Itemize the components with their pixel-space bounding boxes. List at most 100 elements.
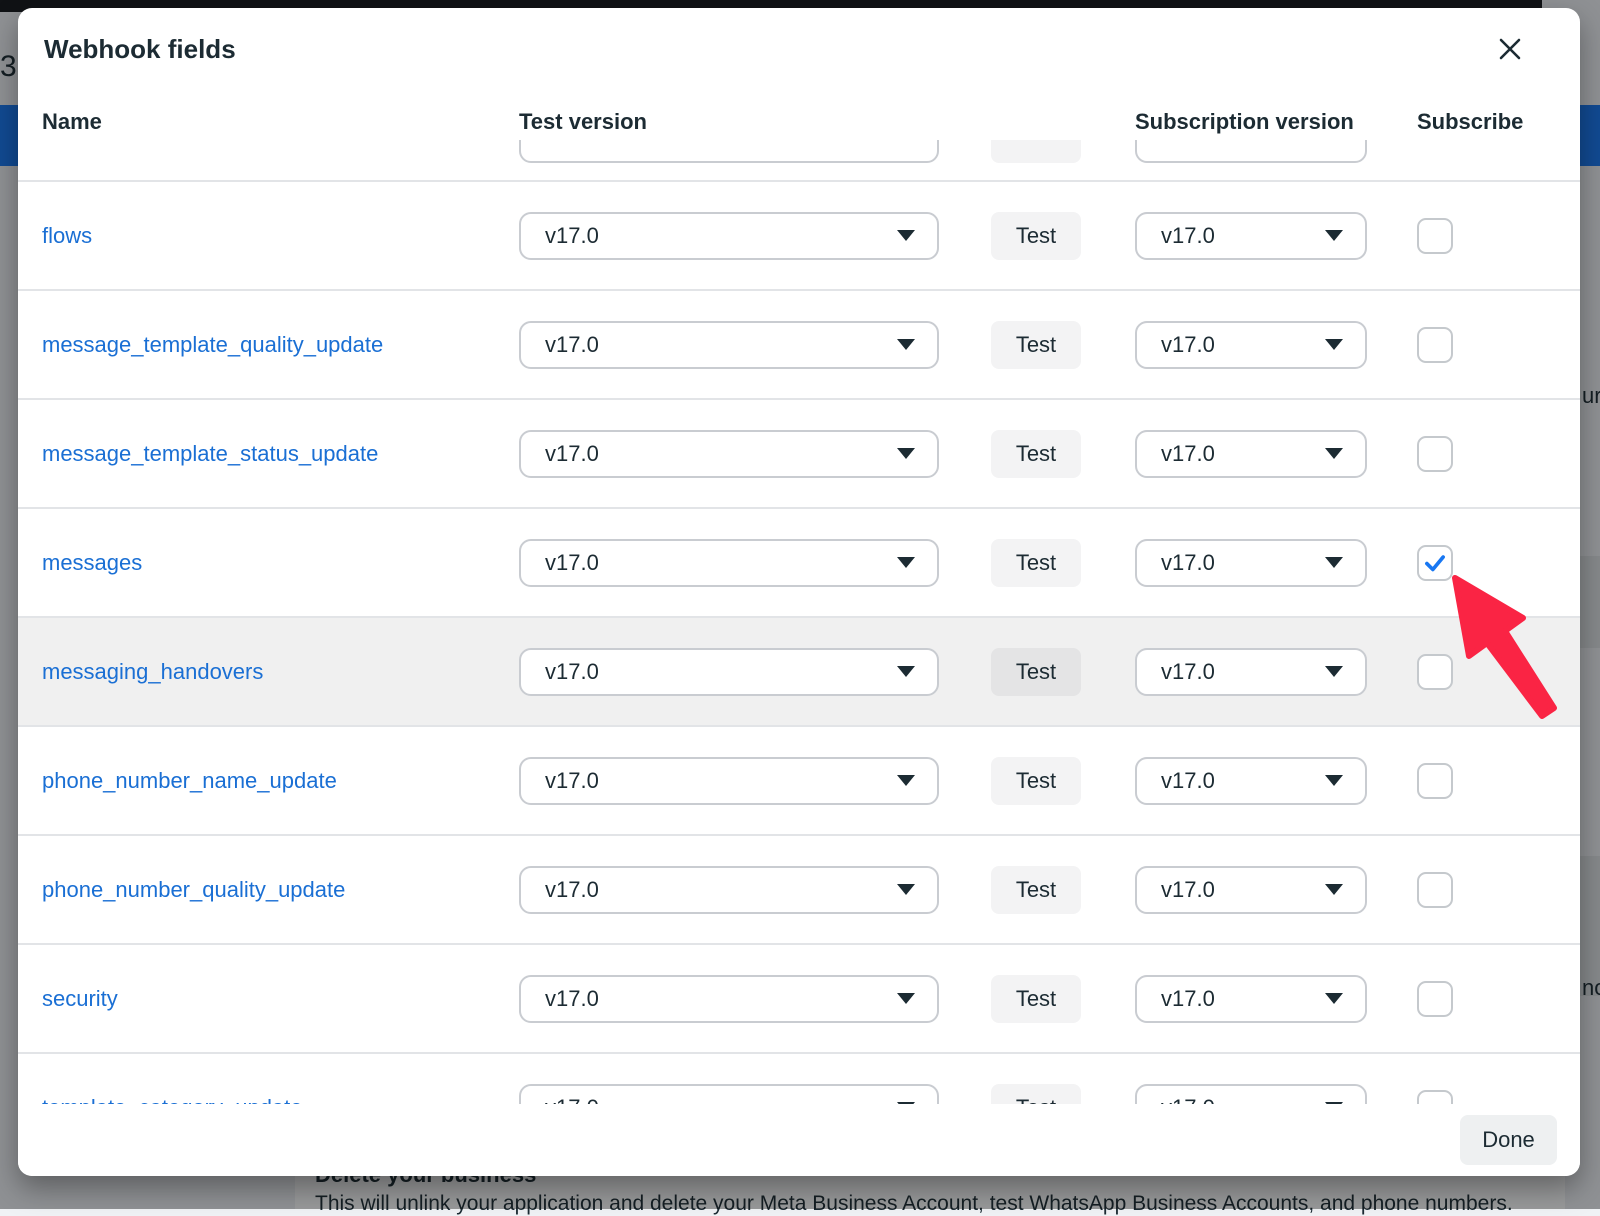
table-row: security v17.0 Test v17.0 — [18, 945, 1580, 1054]
table-row: messages v17.0 Test v17.0 — [18, 509, 1580, 618]
subscription-version-value: v17.0 — [1161, 658, 1215, 684]
field-name-link[interactable]: message_template_status_update — [42, 440, 379, 466]
subscription-version-dropdown[interactable]: v17.0 — [1135, 538, 1367, 587]
subscribe-checkbox[interactable] — [1417, 435, 1453, 472]
subscription-version-value: v17.0 — [1161, 1095, 1215, 1105]
column-header-name: Name — [42, 109, 102, 134]
field-name-link[interactable]: phone_number_name_update — [42, 767, 337, 793]
done-button[interactable]: Done — [1460, 1115, 1557, 1165]
table-row: phone_number_quality_update v17.0 Test v… — [18, 836, 1580, 945]
chevron-down-icon — [1325, 666, 1343, 677]
test-button[interactable]: Test — [991, 429, 1081, 478]
test-button[interactable]: Test — [991, 865, 1081, 914]
subscribe-checkbox[interactable] — [1417, 871, 1453, 908]
test-version-value: v17.0 — [545, 440, 599, 466]
field-name-link[interactable]: message_template_quality_update — [42, 331, 384, 357]
modal-footer: Done — [18, 1104, 1580, 1176]
test-version-dropdown[interactable]: v17.0 — [519, 974, 939, 1023]
chevron-down-icon — [1325, 557, 1343, 568]
subscription-version-value: v17.0 — [1161, 440, 1215, 466]
test-button[interactable]: Test — [991, 974, 1081, 1023]
subscription-version-dropdown[interactable]: v17.0 — [1135, 429, 1367, 478]
subscription-version-dropdown[interactable]: v17.0 — [1135, 865, 1367, 914]
test-version-dropdown[interactable]: v17.0 — [519, 647, 939, 696]
test-version-dropdown[interactable]: v17.0 — [519, 756, 939, 805]
chevron-down-icon — [897, 884, 915, 895]
field-name-link[interactable]: flows — [42, 222, 93, 248]
background-cut-text-no: no — [1582, 975, 1600, 1000]
field-name-link[interactable]: security — [42, 985, 118, 1011]
table-row: template_category_update v17.0 Test v17.… — [18, 1054, 1580, 1104]
subscription-version-value: v17.0 — [1161, 767, 1215, 793]
subscription-version-dropdown-partial[interactable] — [1135, 140, 1367, 163]
subscribe-checkbox[interactable] — [1417, 653, 1453, 690]
table-row-partial — [18, 140, 1580, 182]
chevron-down-icon — [897, 230, 915, 241]
table-row: flows v17.0 Test v17.0 — [18, 182, 1580, 291]
table-row: message_template_status_update v17.0 Tes… — [18, 400, 1580, 509]
field-name-link[interactable]: template_category_update — [42, 1095, 303, 1105]
chevron-down-icon — [1325, 993, 1343, 1004]
subscription-version-value: v17.0 — [1161, 549, 1215, 575]
checkmark-icon — [1425, 554, 1445, 571]
subscribe-checkbox[interactable] — [1417, 544, 1453, 581]
test-button[interactable]: Test — [991, 1083, 1081, 1104]
chevron-down-icon — [897, 557, 915, 568]
column-header-subscribe: Subscribe — [1417, 109, 1524, 134]
webhook-fields-scroll-area[interactable]: flows v17.0 Test v17.0 message_template_… — [18, 140, 1580, 1104]
test-button[interactable]: Test — [991, 320, 1081, 369]
test-version-value: v17.0 — [545, 1095, 599, 1105]
chevron-down-icon — [897, 666, 915, 677]
test-version-dropdown[interactable]: v17.0 — [519, 320, 939, 369]
test-version-dropdown[interactable]: v17.0 — [519, 1083, 939, 1105]
test-version-dropdown-partial[interactable] — [519, 140, 939, 163]
table-row: messaging_handovers v17.0 Test v17.0 — [18, 618, 1580, 727]
chevron-down-icon — [1325, 1102, 1343, 1104]
subscription-version-value: v17.0 — [1161, 876, 1215, 902]
close-button[interactable] — [1492, 32, 1528, 68]
background-right-block-1 — [1578, 556, 1600, 648]
chevron-down-icon — [897, 1102, 915, 1104]
test-version-dropdown[interactable]: v17.0 — [519, 429, 939, 478]
subscription-version-dropdown[interactable]: v17.0 — [1135, 974, 1367, 1023]
column-header-subscription-version: Subscription version — [1135, 109, 1354, 134]
test-version-dropdown[interactable]: v17.0 — [519, 538, 939, 587]
chevron-down-icon — [1325, 448, 1343, 459]
subscribe-checkbox[interactable] — [1417, 980, 1453, 1017]
test-version-value: v17.0 — [545, 222, 599, 248]
subscribe-checkbox[interactable] — [1417, 326, 1453, 363]
chevron-down-icon — [1325, 230, 1343, 241]
table-row: message_template_quality_update v17.0 Te… — [18, 291, 1580, 400]
subscription-version-dropdown[interactable]: v17.0 — [1135, 647, 1367, 696]
background-right-block-2 — [1578, 856, 1600, 996]
test-version-value: v17.0 — [545, 331, 599, 357]
chevron-down-icon — [1325, 339, 1343, 350]
chevron-down-icon — [897, 448, 915, 459]
subscription-version-dropdown[interactable]: v17.0 — [1135, 756, 1367, 805]
chevron-down-icon — [897, 775, 915, 786]
test-button[interactable]: Test — [991, 211, 1081, 260]
subscribe-checkbox[interactable] — [1417, 217, 1453, 254]
subscribe-checkbox[interactable] — [1417, 762, 1453, 799]
background-cut-text-ur: ur — [1582, 383, 1600, 408]
field-name-link[interactable]: messaging_handovers — [42, 658, 264, 684]
test-button[interactable]: Test — [991, 538, 1081, 587]
table-row: phone_number_name_update v17.0 Test v17.… — [18, 727, 1580, 836]
subscribe-checkbox[interactable] — [1417, 1089, 1453, 1104]
chevron-down-icon — [897, 339, 915, 350]
field-name-link[interactable]: phone_number_quality_update — [42, 876, 346, 902]
subscription-version-dropdown[interactable]: v17.0 — [1135, 320, 1367, 369]
subscription-version-dropdown[interactable]: v17.0 — [1135, 1083, 1367, 1105]
test-button[interactable]: Test — [991, 756, 1081, 805]
subscription-version-dropdown[interactable]: v17.0 — [1135, 211, 1367, 260]
subscription-version-value: v17.0 — [1161, 222, 1215, 248]
test-version-value: v17.0 — [545, 985, 599, 1011]
webhook-fields-modal: Webhook fields Name Test version Subscri… — [18, 8, 1580, 1176]
test-version-dropdown[interactable]: v17.0 — [519, 865, 939, 914]
test-button[interactable]: Test — [991, 647, 1081, 696]
test-version-dropdown[interactable]: v17.0 — [519, 211, 939, 260]
column-header-test-version: Test version — [519, 109, 647, 134]
test-button-partial[interactable] — [991, 140, 1081, 163]
field-name-link[interactable]: messages — [42, 549, 143, 575]
